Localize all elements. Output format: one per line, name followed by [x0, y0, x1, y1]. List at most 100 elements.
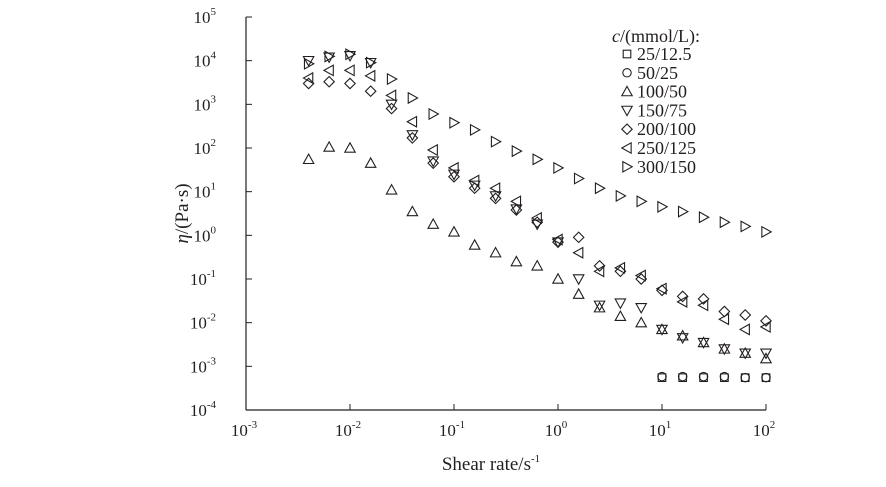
data-point — [322, 64, 334, 77]
data-point — [593, 301, 606, 313]
data-point — [718, 313, 730, 326]
data-point — [551, 233, 563, 246]
data-point — [740, 220, 752, 233]
legend-label: 200/100 — [637, 119, 696, 139]
data-point — [449, 116, 461, 129]
data-point — [364, 57, 377, 69]
legend-entry: 200/100 — [621, 119, 696, 139]
data-point — [635, 316, 648, 328]
series-250/125 — [302, 64, 771, 336]
legend-marker — [620, 141, 632, 155]
data-point — [469, 123, 481, 137]
data-point — [635, 303, 648, 315]
legend-label: 25/12.5 — [637, 44, 692, 64]
series-200/100 — [302, 75, 772, 327]
data-point — [490, 135, 502, 148]
data-point — [759, 352, 773, 364]
data-point — [594, 182, 606, 195]
y-axis-ticks: 10-4 10-3 10-2 10-1 100 101 102 103 104 105 — [190, 6, 252, 420]
data-point — [719, 216, 731, 229]
data-point — [323, 75, 336, 88]
data-point — [697, 299, 709, 312]
data-point — [427, 157, 440, 170]
x-tick-label: 102 — [753, 419, 776, 440]
data-point — [531, 259, 544, 271]
x-axis-label: Shear rate/s-1 — [442, 453, 540, 475]
data-point — [406, 115, 418, 128]
legend-marker — [622, 49, 632, 59]
data-point — [510, 195, 522, 208]
data-point — [386, 72, 398, 86]
data-point — [572, 246, 584, 259]
data-point — [551, 237, 565, 249]
data-point — [364, 69, 376, 82]
y-tick-label: 10-1 — [190, 268, 216, 289]
data-point — [510, 204, 523, 216]
x-tick-label: 100 — [545, 419, 568, 440]
x-tick-label: 101 — [649, 419, 672, 440]
data-point — [614, 309, 627, 321]
data-point — [593, 300, 606, 312]
legend-label: 250/125 — [637, 138, 696, 158]
data-point — [324, 50, 336, 63]
data-point — [759, 348, 773, 360]
data-point — [759, 320, 771, 334]
data-point — [740, 372, 750, 383]
legend-marker — [621, 123, 633, 136]
data-point — [531, 216, 544, 229]
x-tick-label: 10-3 — [231, 419, 258, 440]
data-point — [489, 246, 502, 258]
data-point — [468, 182, 481, 195]
data-point — [385, 183, 398, 195]
data-point — [635, 273, 648, 285]
data-point — [677, 371, 688, 382]
data-point — [676, 295, 688, 308]
legend-label: 300/150 — [637, 157, 696, 177]
legend-entry: 50/25 — [622, 63, 678, 83]
data-point — [553, 161, 565, 175]
data-point — [593, 265, 605, 278]
data-point — [718, 344, 731, 356]
data-point — [677, 205, 689, 218]
series-150/75 — [302, 50, 773, 360]
data-point — [406, 131, 419, 144]
y-tick-label: 10-2 — [190, 312, 216, 333]
y-tick-label: 10-3 — [190, 355, 217, 376]
data-point — [761, 225, 773, 239]
x-tick-label: 10-2 — [335, 419, 361, 440]
data-point — [615, 189, 627, 203]
data-point — [407, 91, 419, 105]
legend-label: 50/25 — [637, 63, 678, 83]
data-point — [657, 200, 669, 213]
data-point — [344, 77, 356, 90]
data-point — [427, 217, 440, 229]
legend-entry: 250/125 — [620, 138, 696, 158]
data-point — [385, 102, 398, 115]
legend-marker — [622, 68, 632, 78]
data-point — [634, 269, 646, 282]
series-50/25 — [657, 371, 771, 383]
data-point — [572, 231, 585, 244]
data-point — [698, 371, 709, 382]
data-point — [551, 272, 565, 284]
y-tick-label: 100 — [194, 224, 217, 245]
data-point — [364, 85, 377, 98]
data-point — [572, 274, 585, 286]
legend: c/(mmol/L): 25/12.550/25100/50150/75200/… — [612, 26, 700, 177]
series-300/150 — [303, 48, 773, 239]
legend-title: c/(mmol/L): — [612, 26, 700, 47]
data-point — [655, 324, 669, 336]
plot-area — [302, 48, 773, 383]
data-point — [406, 205, 419, 217]
data-point — [385, 99, 398, 111]
y-tick-label: 103 — [194, 93, 217, 114]
data-point — [655, 282, 667, 295]
data-point — [511, 144, 523, 158]
data-point — [345, 48, 357, 61]
data-point — [719, 371, 730, 382]
data-point — [532, 153, 544, 166]
series-100/50 — [302, 140, 773, 364]
y-tick-label: 104 — [194, 50, 217, 71]
legend-entry: 25/12.5 — [622, 44, 692, 64]
